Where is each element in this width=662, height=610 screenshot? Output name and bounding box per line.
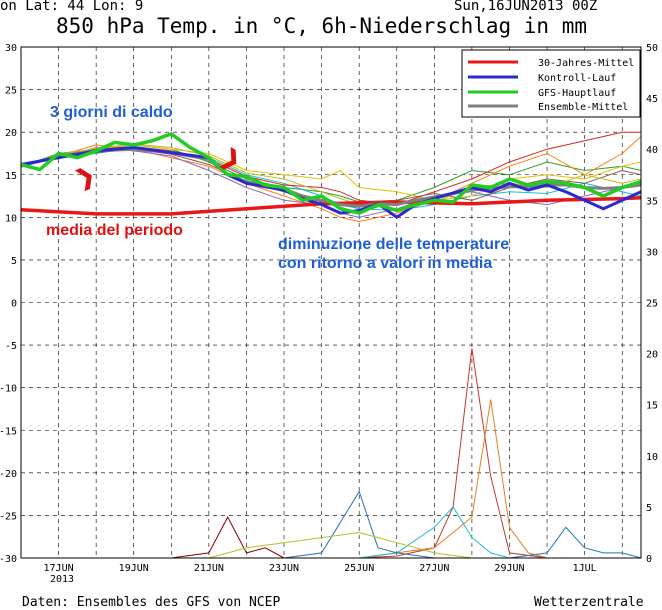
y-left-tick-label: 15	[5, 171, 17, 182]
x-tick-label: 23JUN	[269, 563, 299, 574]
footer-source: Daten: Ensembles des GFS von NCEP	[22, 595, 281, 610]
series-ensemble-mittel	[20, 147, 642, 208]
y-right-tick-label: 25	[646, 299, 658, 310]
x-tick-label: 17JUN	[44, 563, 74, 574]
x-tick-label: 1JUL	[573, 563, 597, 574]
y-left-tick-label: 20	[5, 128, 17, 139]
precip-member-line	[283, 490, 435, 559]
y-right-tick-label: 0	[646, 554, 652, 565]
annotation-period-mean: media del periodo	[46, 222, 183, 239]
header-location: on Lat: 44 Lon: 9	[0, 0, 144, 14]
y-right-tick-label: 30	[646, 247, 658, 258]
precip-member-line	[359, 348, 548, 559]
y-left-tick-label: 25	[5, 86, 17, 97]
precip-member-line	[509, 526, 642, 559]
x-year-label: 2013	[50, 574, 74, 585]
series-gfs-hauptlauf	[20, 132, 642, 215]
y-right-tick-label: 20	[646, 350, 658, 361]
y-left-tick-label: -25	[0, 511, 17, 522]
y-left-tick-label: 10	[5, 213, 17, 224]
precip-member-line	[171, 516, 285, 559]
x-tick-label: 21JUN	[194, 563, 224, 574]
chart-title: 850 hPa Temp. in °C, 6h-Niederschlag in …	[56, 14, 588, 38]
y-right-tick-label: 40	[646, 145, 658, 156]
x-axis: 17JUN 19JUN 21JUN 23JUN 25JUN 27JUN 29JUN 1JUL	[44, 563, 597, 574]
plot-frame	[20, 46, 642, 559]
y-right-tick-label: 45	[646, 94, 658, 105]
legend-label-gfs-hauptlauf: GFS-Hauptlauf	[538, 88, 616, 99]
y-left-tick-label: 5	[11, 256, 17, 267]
legend-label-30-jahres-mittel: 30-Jahres-Mittel	[538, 58, 634, 69]
header-run-time: Sun,16JUN2013 00Z	[454, 0, 598, 14]
y-left-tick-label: -30	[0, 554, 17, 565]
x-tick-label: 19JUN	[119, 563, 149, 574]
y-right-tick-label: 5	[646, 503, 652, 514]
annotation-cooling-line1: diminuzione delle temperature	[278, 236, 510, 253]
x-tick-label: 25JUN	[344, 563, 374, 574]
legend: 30-Jahres-Mittel Kontroll-Lauf GFS-Haupt…	[461, 49, 641, 118]
y-left-tick-label: 0	[11, 299, 17, 310]
main-series	[20, 132, 642, 219]
y-right-tick-label: 35	[646, 196, 658, 207]
precip-member-line	[359, 399, 548, 559]
y-left-tick-label: -5	[5, 341, 17, 352]
y-right-tick-label: 50	[646, 43, 658, 54]
y-left-tick-label: 30	[5, 43, 17, 54]
annotation-cooling-line2: con ritorno a valori in media	[278, 255, 493, 272]
legend-label-ensemble-mittel: Ensemble-Mittel	[538, 102, 628, 113]
y-left-tick-label: -20	[0, 469, 17, 480]
y-left-tick-label: -10	[0, 384, 17, 395]
x-tick-label: 27JUN	[419, 563, 449, 574]
y-right-tick-label: 15	[646, 401, 658, 412]
y-right-tick-label: 10	[646, 452, 658, 463]
legend-label-kontroll-lauf: Kontroll-Lauf	[538, 73, 616, 84]
ensemble-member-line	[20, 144, 642, 201]
precip-member-line	[208, 531, 472, 559]
grid	[21, 46, 641, 559]
footer-brand: Wetterzentrale	[534, 595, 644, 610]
x-tick-label: 29JUN	[494, 563, 524, 574]
annotation-hot-days: 3 giorni di caldo	[50, 104, 173, 121]
y-axis-left: 30 25 20 15 10 5 0 -5 -10 -15 -20 -25 -30	[0, 43, 17, 565]
precipitation-members	[171, 348, 642, 559]
y-left-tick-label: -15	[0, 426, 17, 437]
